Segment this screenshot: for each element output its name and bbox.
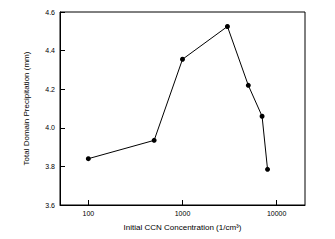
svg-text:3.6: 3.6 [45, 202, 55, 209]
svg-text:10000: 10000 [267, 210, 287, 217]
svg-text:100: 100 [83, 210, 95, 217]
svg-text:4.6: 4.6 [45, 9, 55, 16]
svg-text:4.2: 4.2 [45, 86, 55, 93]
svg-text:1000: 1000 [175, 210, 191, 217]
svg-text:4.4: 4.4 [45, 47, 55, 54]
svg-text:4.0: 4.0 [45, 124, 55, 131]
svg-text:3.8: 3.8 [45, 163, 55, 170]
svg-text:Initial CCN Concentration (1/c: Initial CCN Concentration (1/cm³) [124, 223, 242, 232]
svg-text:Total Domain Precipitation (mm: Total Domain Precipitation (mm) [22, 51, 31, 165]
